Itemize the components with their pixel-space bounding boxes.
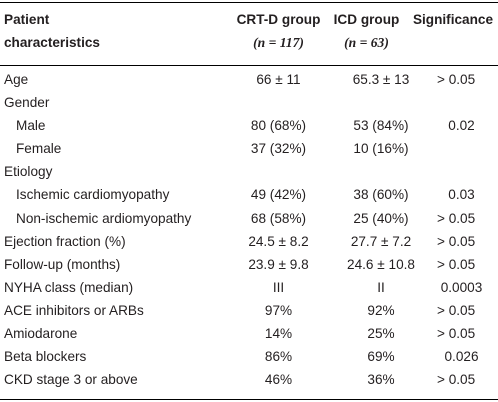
row-label: Ejection fraction (%) bbox=[4, 233, 126, 249]
table-row: Follow-up (months) 23.9 ± 9.8 24.6 ± 10.8 >… bbox=[0, 253, 498, 276]
table-row: Age 66 ± 11 65.3 ± 13 > 0.05 bbox=[0, 68, 498, 91]
icd-value: 36% bbox=[367, 372, 395, 388]
row-label: Non-ischemic ardiomyopathy bbox=[16, 210, 192, 226]
table-row: Male 80 (68%) 53 (84%) 0.02 bbox=[0, 114, 498, 137]
crtd-value: 24.5 ± 8.2 bbox=[248, 233, 309, 249]
header-col2-line2: (n = 117) bbox=[253, 35, 304, 50]
icd-value: 25 (40%) bbox=[353, 210, 409, 226]
icd-value: 65.3 ± 13 bbox=[352, 72, 410, 87]
table-row: ACE inhibitors or ARBs 97% 92% > 0.05 bbox=[0, 299, 498, 322]
table-row: NYHA class (median) III II 0.0003 bbox=[0, 276, 498, 299]
table-row: Ischemic cardiomyopathy 49 (42%) 38 (60%) 0… bbox=[0, 183, 498, 206]
row-label: NYHA class (median) bbox=[4, 279, 134, 295]
data-table: Age 66 ± 11 65.3 ± 13 > 0.05 Gender Male 80 (6… bbox=[0, 68, 498, 391]
significance-value: 0.026 bbox=[444, 349, 479, 365]
crtd-value: 37 (32%) bbox=[250, 141, 307, 157]
icd-value: 69% bbox=[367, 349, 395, 365]
icd-value bbox=[337, 91, 425, 114]
header-col1-line2: characteristics bbox=[4, 35, 100, 50]
table-row: Female 37 (32%) 10 (16%) bbox=[0, 137, 498, 160]
row-label: Age bbox=[4, 72, 29, 87]
row-label: Etiology bbox=[4, 164, 53, 180]
crtd-value: 68 (58%) bbox=[250, 210, 307, 226]
icd-value: 27.7 ± 7.2 bbox=[350, 233, 412, 249]
row-label: Male bbox=[16, 118, 46, 134]
crtd-value: III bbox=[272, 279, 285, 295]
crtd-value: 49 (42%) bbox=[250, 187, 307, 203]
table-row: Ejection fraction (%) 24.5 ± 8.2 27.7 ± 7.… bbox=[0, 230, 498, 253]
significance-value bbox=[425, 160, 498, 183]
header-crtd-group: CRT-D group (n = 117) bbox=[220, 8, 337, 54]
crtd-value bbox=[220, 91, 337, 114]
icd-value: 92% bbox=[367, 302, 395, 318]
crtd-value: 66 ± 11 bbox=[256, 72, 301, 87]
significance-value: > 0.05 bbox=[437, 233, 476, 249]
crtd-value: 80 (68%) bbox=[250, 118, 307, 134]
table-row: Beta blockers 86% 69% 0.026 bbox=[0, 345, 498, 368]
crtd-value bbox=[220, 160, 337, 183]
icd-value: II bbox=[377, 279, 385, 295]
icd-value: 25% bbox=[367, 326, 395, 342]
significance-value bbox=[425, 137, 498, 160]
icd-value: 10 (16%) bbox=[353, 141, 409, 157]
crtd-value: 14% bbox=[264, 326, 293, 342]
table-body: Age 66 ± 11 65.3 ± 13 > 0.05 Gender Male 80 (6… bbox=[0, 68, 498, 391]
significance-value bbox=[425, 91, 498, 114]
row-label: Ischemic cardiomyopathy bbox=[16, 187, 170, 203]
table-row: Etiology bbox=[0, 160, 498, 183]
significance-value: > 0.05 bbox=[437, 326, 476, 342]
header-separator-rule bbox=[0, 65, 498, 66]
header-icd-group: ICD group (n = 63) bbox=[320, 8, 413, 54]
row-label: ACE inhibitors or ARBs bbox=[4, 302, 144, 318]
header-significance: Significance bbox=[408, 8, 498, 31]
crtd-value: 46% bbox=[264, 372, 293, 388]
crtd-value: 97% bbox=[264, 302, 293, 318]
header-col3-line2: (n = 63) bbox=[344, 35, 389, 50]
table-row: Gender bbox=[0, 91, 498, 114]
significance-value: 0.0003 bbox=[440, 279, 483, 295]
significance-value: > 0.05 bbox=[437, 302, 476, 318]
icd-value bbox=[337, 160, 425, 183]
row-label: Beta blockers bbox=[4, 349, 87, 365]
row-label: Follow-up (months) bbox=[4, 256, 121, 272]
table-row: Non-ischemic ardiomyopathy 68 (58%) 25 (40… bbox=[0, 207, 498, 230]
header-col1-line1: Patient bbox=[4, 12, 50, 27]
icd-value: 38 (60%) bbox=[353, 187, 409, 203]
header-col2-line1: CRT-D group bbox=[236, 12, 321, 27]
crtd-value: 86% bbox=[264, 349, 293, 365]
table-row: Amiodarone 14% 25% > 0.05 bbox=[0, 322, 498, 345]
significance-value: > 0.05 bbox=[437, 372, 476, 388]
significance-value: > 0.05 bbox=[437, 210, 476, 226]
table-row: CKD stage 3 or above 46% 36% > 0.05 bbox=[0, 368, 498, 391]
row-label: Gender bbox=[4, 95, 50, 111]
icd-value: 24.6 ± 10.8 bbox=[347, 256, 415, 272]
crtd-value: 23.9 ± 9.8 bbox=[248, 256, 309, 272]
significance-value: 0.03 bbox=[448, 187, 475, 203]
significance-value: > 0.05 bbox=[437, 72, 476, 87]
row-label: Amiodarone bbox=[4, 326, 78, 342]
row-label: Female bbox=[16, 141, 62, 157]
header-patient-characteristics: Patient characteristics bbox=[4, 8, 100, 54]
row-label: CKD stage 3 or above bbox=[4, 372, 138, 388]
icd-value: 53 (84%) bbox=[353, 118, 409, 134]
significance-value: 0.02 bbox=[448, 118, 475, 134]
table-bottom-rule bbox=[0, 399, 498, 400]
header-col4-line1: Significance bbox=[412, 12, 494, 27]
header-col3-line1: ICD group bbox=[333, 12, 400, 27]
significance-value: > 0.05 bbox=[437, 256, 476, 272]
table-top-rule bbox=[0, 2, 498, 3]
